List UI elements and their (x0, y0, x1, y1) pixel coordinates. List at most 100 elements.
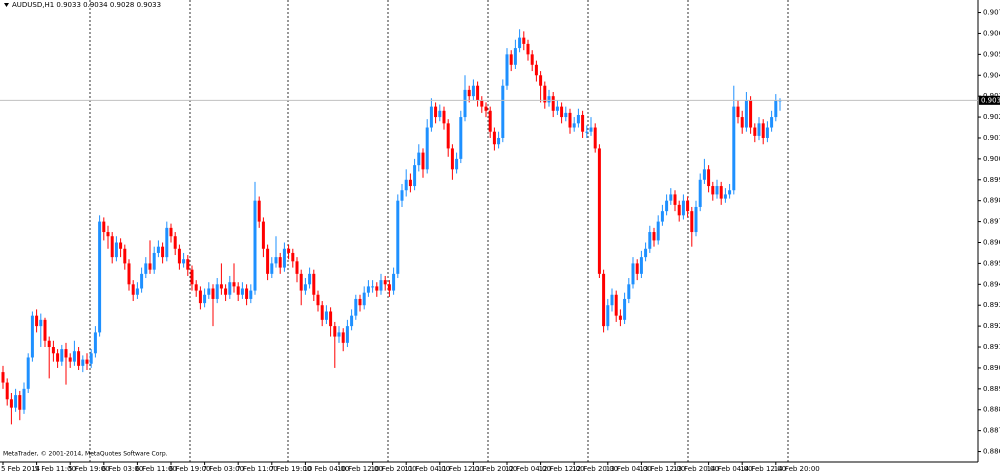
x-tick-label: 12 Feb 04:00 (505, 465, 551, 473)
candle-body (434, 106, 438, 118)
candle-body (606, 305, 610, 327)
y-tick-label: 0.8955 (983, 259, 1000, 267)
candle-body (228, 282, 232, 295)
candle-body (169, 227, 173, 237)
candle-body (669, 194, 673, 201)
candle-body (299, 273, 303, 291)
candle-body (442, 110, 446, 124)
candle-body (224, 288, 228, 295)
candle-body (534, 64, 538, 76)
candle-body (303, 284, 307, 291)
x-tick-label: 10 Feb 20:00 (371, 465, 417, 473)
candle-body (480, 100, 484, 107)
candle-body (753, 127, 757, 136)
candle-body (131, 284, 135, 295)
candle-body (274, 257, 278, 264)
candle-body (597, 148, 601, 274)
candle-body (324, 311, 328, 320)
candle-body (270, 263, 274, 274)
candle-body (585, 131, 589, 133)
candle-body (161, 246, 165, 258)
candle-body (648, 232, 652, 249)
candle-body (488, 110, 492, 132)
candle-body (581, 114, 585, 132)
candle-body (320, 305, 324, 320)
candle-body (358, 298, 362, 306)
candle-body (198, 290, 202, 304)
x-tick-label: 6 Feb 19:00 (169, 465, 210, 473)
candle-body (686, 200, 690, 212)
y-tick-label: 0.8865 (983, 448, 1000, 456)
x-tick-label: 12 Feb 20:00 (572, 465, 618, 473)
candle-body (509, 54, 513, 65)
candle-body (639, 257, 643, 274)
candle-body (429, 106, 433, 128)
candle-body (438, 110, 442, 118)
candle-body (140, 273, 144, 289)
candle-body (702, 169, 706, 180)
candle-body (93, 332, 97, 354)
candle-body (505, 54, 509, 86)
candle-body (102, 221, 106, 233)
candle-body (543, 85, 547, 103)
candle-body (329, 311, 333, 327)
candle-body (123, 248, 127, 264)
y-tick-label: 0.9065 (983, 29, 1000, 37)
candle-body (736, 106, 740, 118)
candle-body (194, 284, 198, 291)
y-tick-label: 0.8945 (983, 280, 1000, 288)
candle-body (350, 315, 354, 327)
candle-body (43, 319, 47, 341)
x-tick-label: 11 Feb 04:00 (404, 465, 450, 473)
candle-body (22, 388, 26, 410)
candle-body (652, 232, 656, 241)
candle-body (119, 242, 123, 249)
candle-body (211, 288, 215, 299)
candle-body (665, 200, 669, 212)
candle-body (362, 292, 366, 306)
candle-body (513, 48, 517, 65)
candle-body (26, 357, 30, 389)
y-tick-label: 0.8985 (983, 197, 1000, 205)
x-tick-label: 7 Feb 03:00 (203, 465, 244, 473)
candle-body (749, 100, 753, 128)
candle-body (740, 117, 744, 128)
candle-body (337, 332, 341, 337)
candle-body (618, 315, 622, 320)
candle-body (182, 259, 186, 264)
candle-body (698, 179, 702, 207)
plot-area (0, 0, 978, 462)
candle-body (47, 340, 51, 348)
candle-body (249, 290, 253, 299)
x-tick-label: 11 Feb 12:00 (438, 465, 484, 473)
candle-body (572, 123, 576, 128)
x-tick-label: 13 Feb 20:00 (673, 465, 719, 473)
y-tick-label: 0.8925 (983, 322, 1000, 330)
candle-body (72, 351, 76, 362)
candle-body (89, 353, 93, 364)
candle-body (589, 127, 593, 132)
candle-body (484, 106, 488, 111)
candle-body (715, 186, 719, 195)
candle-body (564, 112, 568, 118)
candle-body (1, 372, 5, 383)
menu-arrow[interactable] (4, 3, 9, 7)
candle-body (345, 326, 349, 343)
candle-body (673, 194, 677, 205)
candle-body (114, 242, 118, 258)
candle-body (656, 221, 660, 241)
x-tick-label: 11 Feb 20:00 (471, 465, 517, 473)
candle-body (354, 298, 358, 316)
candle-body (400, 190, 404, 201)
candle-body (18, 395, 22, 410)
x-tick-label: 14 Feb 20:00 (774, 465, 820, 473)
candle-body (375, 286, 379, 291)
x-tick-label: 14 Feb 12:00 (740, 465, 786, 473)
candle-body (266, 248, 270, 274)
candle-body (568, 112, 572, 128)
candle-body (396, 200, 400, 274)
candle-body (127, 263, 131, 285)
candle-body (98, 221, 102, 333)
candle-body (593, 127, 597, 149)
candle-body (30, 315, 34, 358)
